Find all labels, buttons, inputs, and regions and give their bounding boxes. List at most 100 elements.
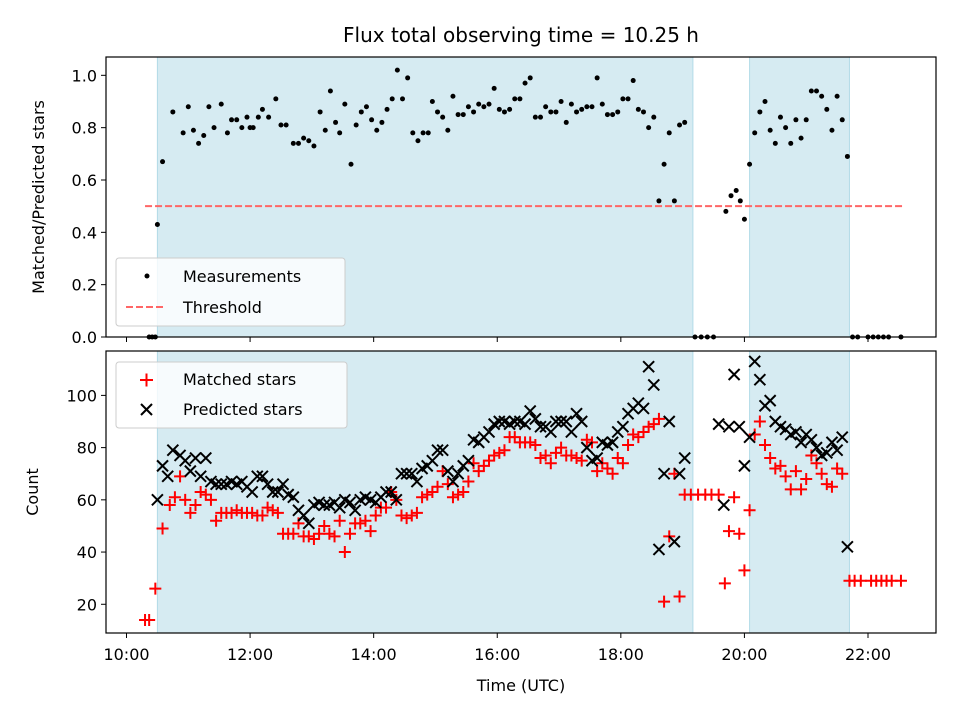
matched-star-point bbox=[779, 470, 792, 483]
matched-star-point bbox=[457, 486, 470, 498]
matched-star-point bbox=[256, 509, 269, 522]
measurement-point bbox=[723, 208, 729, 214]
measurement-point bbox=[185, 104, 191, 110]
legend-predicted-marker bbox=[140, 403, 153, 416]
matched-star-point bbox=[426, 486, 439, 498]
legend-predicted-label: Predicted stars bbox=[183, 400, 303, 419]
measurement-point bbox=[363, 104, 369, 110]
bottom-panel: 20 40 60 80 100 10:00 12:00 14:00 16:00 18:00 20:0… bbox=[23, 350, 937, 695]
predicted-star-point bbox=[215, 477, 228, 491]
matched-star-point bbox=[483, 454, 496, 467]
matched-star-point bbox=[815, 467, 828, 480]
predicted-star-point bbox=[271, 485, 285, 499]
y-tick-label: 1.0 bbox=[72, 66, 97, 85]
predicted-star-point bbox=[529, 412, 542, 426]
measurement-point bbox=[615, 109, 621, 115]
measurement-point bbox=[306, 138, 312, 144]
matched-star-point bbox=[632, 431, 645, 444]
matched-star-point bbox=[395, 509, 408, 522]
measurement-point bbox=[558, 98, 564, 104]
predicted-star-point bbox=[161, 470, 174, 483]
measurement-point bbox=[206, 104, 212, 110]
matched-star-point bbox=[431, 480, 444, 493]
predicted-star-point bbox=[245, 485, 259, 499]
predicted-star-point bbox=[637, 402, 650, 415]
matched-star-point bbox=[789, 465, 802, 478]
matched-star-point bbox=[673, 590, 686, 603]
matched-star-point bbox=[194, 486, 207, 498]
matched-star-point bbox=[318, 519, 331, 532]
y-tick-label: 40 bbox=[77, 543, 97, 562]
y-tick-label: 80 bbox=[77, 439, 97, 458]
measurement-point bbox=[327, 88, 333, 94]
matched-star-point bbox=[712, 488, 725, 501]
matched-star-point bbox=[287, 527, 300, 540]
matched-star-point bbox=[163, 499, 176, 512]
matched-star-point bbox=[825, 480, 838, 493]
measurement-point bbox=[839, 117, 845, 123]
x-tick-label: 16:00 bbox=[474, 645, 520, 664]
matched-star-point bbox=[328, 530, 341, 543]
measurement-point bbox=[783, 125, 789, 131]
matched-star-point bbox=[246, 506, 259, 519]
measurement-point bbox=[741, 216, 747, 222]
legend-threshold-label: Threshold bbox=[182, 298, 262, 317]
measurement-point bbox=[196, 140, 202, 146]
measurement-point bbox=[829, 127, 835, 133]
predicted-star-point bbox=[261, 477, 274, 491]
matched-star-point bbox=[462, 475, 475, 488]
matched-star-point bbox=[637, 425, 650, 438]
x-tick-label: 14:00 bbox=[351, 645, 397, 664]
measurement-point bbox=[682, 119, 688, 125]
measurement-point bbox=[733, 187, 739, 193]
matched-star-point bbox=[524, 436, 537, 449]
measurement-point bbox=[579, 106, 585, 112]
measurement-point bbox=[190, 127, 196, 133]
predicted-star-point bbox=[518, 417, 532, 431]
matched-star-point bbox=[748, 428, 761, 441]
measurement-point bbox=[501, 109, 507, 115]
predicted-star-point bbox=[570, 407, 583, 420]
matched-star-point bbox=[601, 462, 614, 475]
y-tick-label: 60 bbox=[77, 491, 97, 510]
predicted-star-point bbox=[560, 415, 573, 428]
measurement-point bbox=[429, 98, 435, 104]
matched-star-point bbox=[728, 491, 741, 504]
measurement-point bbox=[180, 130, 186, 136]
matched-star-point bbox=[616, 457, 629, 470]
x-tick-label: 12:00 bbox=[227, 645, 273, 664]
predicted-star-point bbox=[753, 373, 767, 386]
measurement-point bbox=[283, 122, 289, 128]
x-axis-label: Time (UTC) bbox=[476, 676, 565, 695]
matched-star-point bbox=[441, 478, 454, 491]
predicted-star-point bbox=[287, 491, 300, 504]
matched-star-point bbox=[800, 472, 813, 485]
x-tick-label: 22:00 bbox=[845, 645, 891, 664]
bottom-legend-box bbox=[115, 361, 348, 429]
predicted-star-point bbox=[379, 485, 393, 499]
measurement-point bbox=[465, 104, 471, 110]
matched-star-point bbox=[210, 514, 223, 527]
predicted-star-point bbox=[590, 451, 604, 465]
predicted-star-point bbox=[178, 454, 192, 467]
measurement-point bbox=[677, 122, 683, 128]
top-plot-frame bbox=[105, 56, 937, 338]
predicted-star-point bbox=[302, 517, 315, 530]
measurement-point bbox=[538, 114, 544, 120]
legend-matched-label: Matched stars bbox=[183, 370, 296, 389]
measurement-point bbox=[460, 112, 466, 118]
predicted-star-point bbox=[805, 433, 818, 446]
measurement-point bbox=[517, 96, 523, 102]
matched-star-point bbox=[627, 428, 640, 441]
matched-star-point bbox=[544, 457, 557, 470]
matched-star-point bbox=[405, 509, 418, 522]
top-legend-box bbox=[115, 257, 346, 327]
predicted-star-point bbox=[426, 454, 439, 467]
matched-star-point bbox=[738, 564, 751, 577]
measurement-point bbox=[496, 106, 502, 112]
predicted-star-point bbox=[184, 464, 197, 478]
measurement-point bbox=[834, 93, 840, 99]
measurement-point bbox=[342, 101, 348, 107]
measurement-point bbox=[646, 125, 652, 131]
matched-star-point bbox=[452, 488, 465, 501]
